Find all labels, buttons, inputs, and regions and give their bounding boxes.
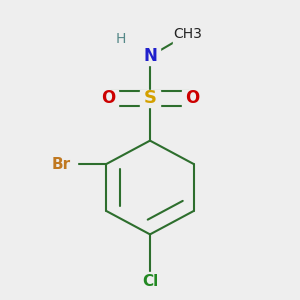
Text: CH3: CH3 (173, 27, 202, 41)
Text: N: N (143, 47, 157, 65)
Text: Cl: Cl (142, 274, 158, 289)
Text: H: H (115, 32, 125, 46)
Bar (137, 272, 163, 291)
Bar (140, 90, 160, 107)
Text: O: O (185, 89, 199, 107)
Bar (173, 25, 202, 44)
Text: Br: Br (51, 157, 70, 172)
Text: S: S (143, 89, 157, 107)
Bar (98, 90, 118, 107)
Bar (45, 155, 76, 173)
Bar (140, 48, 160, 65)
Text: O: O (101, 89, 115, 107)
Bar (110, 31, 130, 48)
Bar (182, 90, 202, 107)
